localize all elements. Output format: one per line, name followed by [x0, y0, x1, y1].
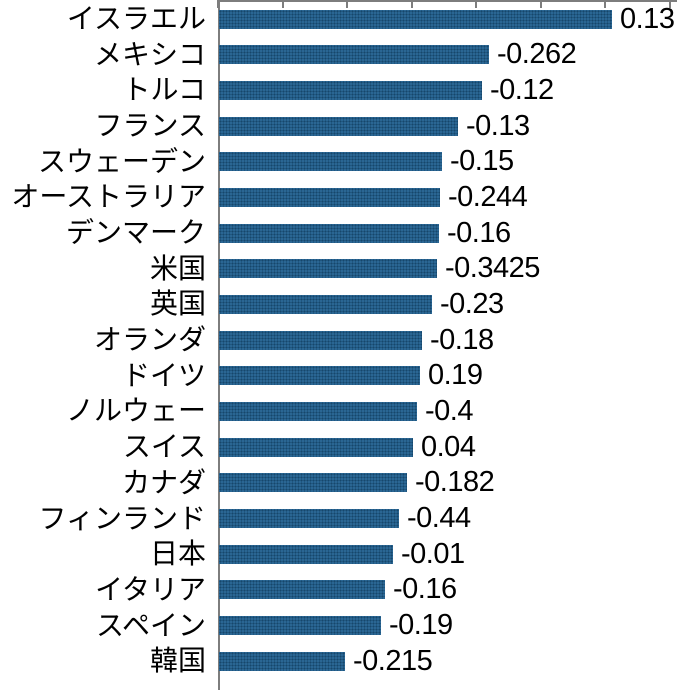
country-label: 韓国 — [149, 645, 206, 677]
country-label: トルコ — [122, 74, 206, 106]
bar — [219, 651, 345, 671]
bar — [219, 437, 413, 457]
axis-tick — [217, 0, 219, 8]
value-label: -0.01 — [401, 537, 465, 570]
bar — [219, 330, 422, 350]
bar — [219, 187, 440, 207]
axis-tick — [539, 0, 542, 8]
country-label: オーストラリア — [11, 181, 206, 213]
country-label: 米国 — [149, 252, 206, 284]
country-label: スイス — [122, 431, 206, 463]
bar-row: イスラエル 0.13 — [0, 1, 696, 37]
country-label: ドイツ — [121, 359, 206, 391]
bar — [219, 45, 489, 65]
bar-row: スイス 0.04 — [0, 429, 696, 465]
country-label: 日本 — [149, 538, 206, 570]
bar-row: フランス -0.13 — [0, 108, 696, 144]
country-label: 英国 — [149, 288, 206, 320]
bar-row: トルコ -0.12 — [0, 72, 696, 108]
bar — [219, 80, 482, 100]
country-label: デンマーク — [65, 217, 206, 249]
value-label: -0.18 — [430, 323, 494, 356]
bar-row: カナダ -0.182 — [0, 465, 696, 501]
value-label: -0.3425 — [445, 252, 540, 285]
value-label: -0.19 — [389, 609, 453, 642]
bar-row: イタリア -0.16 — [0, 572, 696, 608]
axis-tick — [475, 0, 478, 8]
country-label: メキシコ — [93, 38, 206, 70]
bar — [219, 9, 612, 29]
bar-row: スペイン -0.19 — [0, 608, 696, 644]
value-label: -0.182 — [415, 466, 495, 499]
bar-row: メキシコ -0.262 — [0, 37, 696, 73]
value-label: 0.04 — [421, 430, 476, 463]
bar — [219, 223, 439, 243]
bar-row: オランダ -0.18 — [0, 322, 696, 358]
country-label: スウェーデン — [37, 145, 206, 177]
axis-tick — [410, 0, 413, 8]
value-label: -0.16 — [447, 216, 511, 249]
bar-row: デンマーク -0.16 — [0, 215, 696, 251]
value-label: -0.13 — [466, 109, 530, 142]
value-label: -0.44 — [407, 502, 471, 535]
country-label: ノルウェー — [65, 395, 206, 427]
bar-row: 米国 -0.3425 — [0, 251, 696, 287]
value-label: 0.19 — [428, 359, 483, 392]
axis-tick — [604, 0, 607, 8]
bar — [219, 366, 420, 386]
country-label: フランス — [94, 110, 206, 142]
value-label: -0.4 — [425, 394, 473, 427]
country-label: カナダ — [121, 466, 206, 498]
value-label: -0.23 — [440, 287, 504, 320]
axis-tick — [669, 0, 671, 8]
bar — [219, 509, 399, 529]
bar — [219, 294, 432, 314]
bar — [219, 616, 381, 636]
bar-row: ドイツ 0.19 — [0, 358, 696, 394]
bar — [219, 544, 393, 564]
bar-row: 韓国 -0.215 — [0, 643, 696, 679]
value-label: -0.15 — [450, 145, 514, 178]
bar — [219, 152, 442, 172]
axis-tick — [346, 0, 349, 8]
plot-top-border — [218, 0, 677, 2]
bar-row: スウェーデン -0.15 — [0, 144, 696, 180]
value-label: -0.244 — [448, 180, 528, 213]
country-label: スペイン — [95, 609, 206, 641]
bar-row: オーストラリア -0.244 — [0, 179, 696, 215]
bar — [219, 580, 385, 600]
bar-row: 日本 -0.01 — [0, 536, 696, 572]
value-label: -0.262 — [497, 38, 577, 71]
bar — [219, 473, 407, 493]
bar — [219, 401, 417, 421]
value-label: -0.12 — [490, 73, 554, 106]
bar — [219, 259, 437, 279]
value-label: 0.13 — [620, 2, 675, 35]
country-label: オランダ — [93, 324, 206, 356]
value-label: -0.16 — [393, 573, 457, 606]
country-label: フィンランド — [38, 502, 206, 534]
bar — [219, 116, 458, 136]
country-label: イタリア — [95, 573, 206, 605]
bar-row: ノルウェー -0.4 — [0, 393, 696, 429]
country-label: イスラエル — [66, 3, 206, 34]
bar-row: 英国 -0.23 — [0, 286, 696, 322]
bar-row: フィンランド -0.44 — [0, 501, 696, 537]
value-label: -0.215 — [353, 644, 433, 677]
axis-tick — [281, 0, 284, 8]
